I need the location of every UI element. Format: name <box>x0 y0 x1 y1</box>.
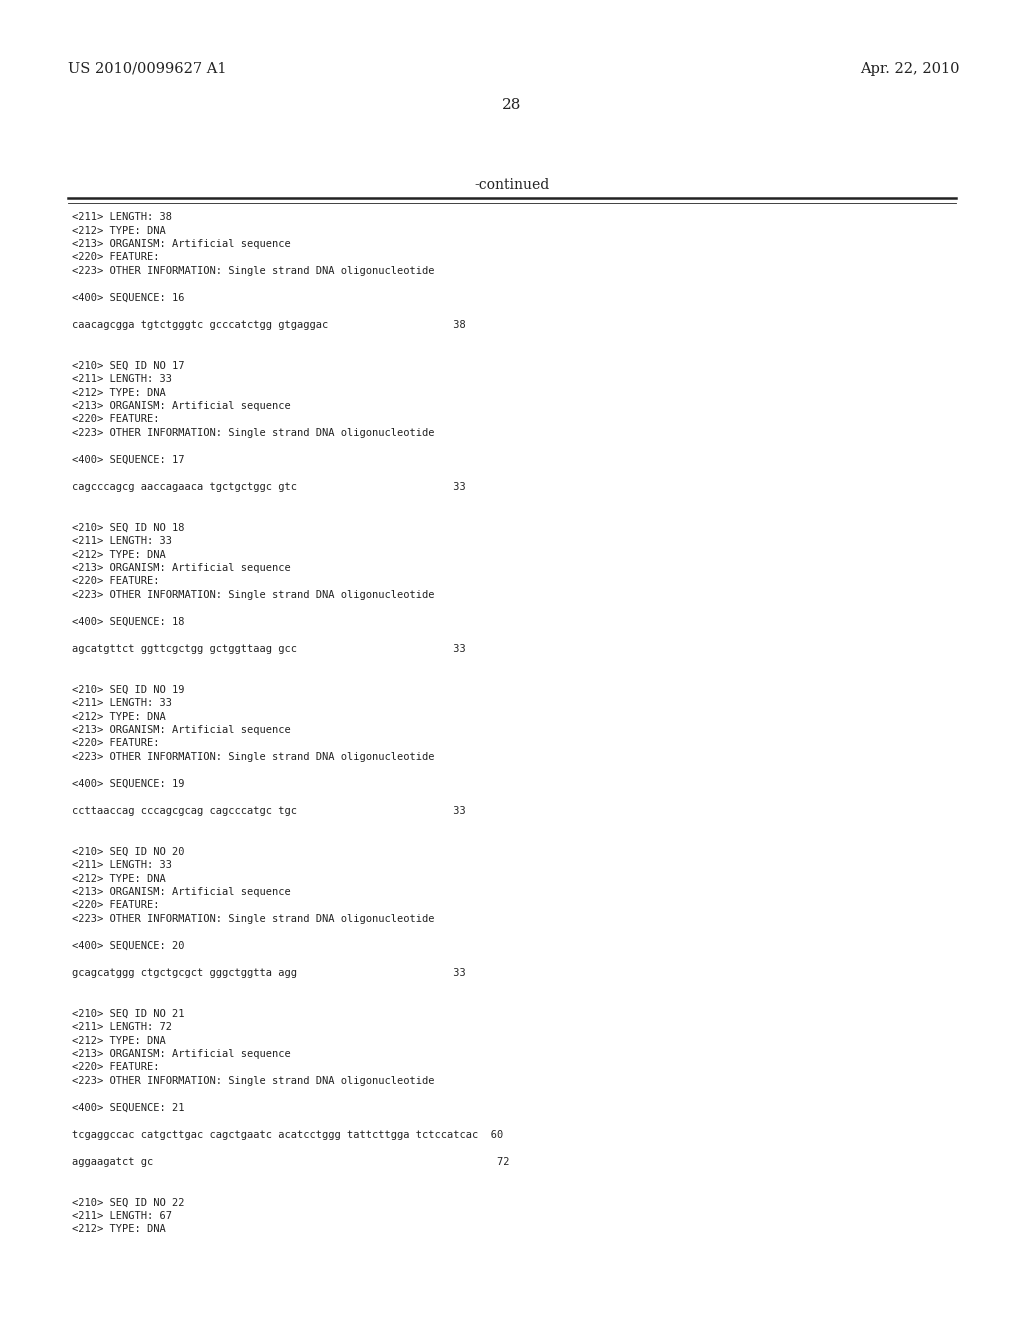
Text: <223> OTHER INFORMATION: Single strand DNA oligonucleotide: <223> OTHER INFORMATION: Single strand D… <box>72 913 434 924</box>
Text: <400> SEQUENCE: 16: <400> SEQUENCE: 16 <box>72 293 184 304</box>
Text: <212> TYPE: DNA: <212> TYPE: DNA <box>72 874 166 883</box>
Text: <211> LENGTH: 72: <211> LENGTH: 72 <box>72 1022 172 1032</box>
Text: ccttaaccag cccagcgcag cagcccatgc tgc                         33: ccttaaccag cccagcgcag cagcccatgc tgc 33 <box>72 807 466 816</box>
Text: <223> OTHER INFORMATION: Single strand DNA oligonucleotide: <223> OTHER INFORMATION: Single strand D… <box>72 428 434 438</box>
Text: <223> OTHER INFORMATION: Single strand DNA oligonucleotide: <223> OTHER INFORMATION: Single strand D… <box>72 267 434 276</box>
Text: <220> FEATURE:: <220> FEATURE: <box>72 252 160 263</box>
Text: <400> SEQUENCE: 20: <400> SEQUENCE: 20 <box>72 941 184 950</box>
Text: <220> FEATURE:: <220> FEATURE: <box>72 738 160 748</box>
Text: gcagcatggg ctgctgcgct gggctggtta agg                         33: gcagcatggg ctgctgcgct gggctggtta agg 33 <box>72 968 466 978</box>
Text: -continued: -continued <box>474 178 550 191</box>
Text: <400> SEQUENCE: 21: <400> SEQUENCE: 21 <box>72 1104 184 1113</box>
Text: US 2010/0099627 A1: US 2010/0099627 A1 <box>68 62 226 77</box>
Text: <211> LENGTH: 67: <211> LENGTH: 67 <box>72 1210 172 1221</box>
Text: <210> SEQ ID NO 17: <210> SEQ ID NO 17 <box>72 360 184 371</box>
Text: <212> TYPE: DNA: <212> TYPE: DNA <box>72 1035 166 1045</box>
Text: <400> SEQUENCE: 17: <400> SEQUENCE: 17 <box>72 455 184 465</box>
Text: 28: 28 <box>503 98 521 112</box>
Text: <220> FEATURE:: <220> FEATURE: <box>72 577 160 586</box>
Text: <210> SEQ ID NO 22: <210> SEQ ID NO 22 <box>72 1197 184 1208</box>
Text: <211> LENGTH: 33: <211> LENGTH: 33 <box>72 374 172 384</box>
Text: <212> TYPE: DNA: <212> TYPE: DNA <box>72 388 166 397</box>
Text: <210> SEQ ID NO 18: <210> SEQ ID NO 18 <box>72 523 184 532</box>
Text: <400> SEQUENCE: 19: <400> SEQUENCE: 19 <box>72 779 184 789</box>
Text: <223> OTHER INFORMATION: Single strand DNA oligonucleotide: <223> OTHER INFORMATION: Single strand D… <box>72 752 434 762</box>
Text: <213> ORGANISM: Artificial sequence: <213> ORGANISM: Artificial sequence <box>72 239 291 249</box>
Text: <212> TYPE: DNA: <212> TYPE: DNA <box>72 549 166 560</box>
Text: <213> ORGANISM: Artificial sequence: <213> ORGANISM: Artificial sequence <box>72 725 291 735</box>
Text: <220> FEATURE:: <220> FEATURE: <box>72 414 160 425</box>
Text: <213> ORGANISM: Artificial sequence: <213> ORGANISM: Artificial sequence <box>72 887 291 898</box>
Text: <213> ORGANISM: Artificial sequence: <213> ORGANISM: Artificial sequence <box>72 564 291 573</box>
Text: aggaagatct gc                                                       72: aggaagatct gc 72 <box>72 1158 510 1167</box>
Text: caacagcgga tgtctgggtc gcccatctgg gtgaggac                    38: caacagcgga tgtctgggtc gcccatctgg gtgagga… <box>72 319 466 330</box>
Text: <220> FEATURE:: <220> FEATURE: <box>72 900 160 911</box>
Text: <223> OTHER INFORMATION: Single strand DNA oligonucleotide: <223> OTHER INFORMATION: Single strand D… <box>72 590 434 601</box>
Text: <211> LENGTH: 33: <211> LENGTH: 33 <box>72 861 172 870</box>
Text: <210> SEQ ID NO 21: <210> SEQ ID NO 21 <box>72 1008 184 1019</box>
Text: <213> ORGANISM: Artificial sequence: <213> ORGANISM: Artificial sequence <box>72 401 291 411</box>
Text: <211> LENGTH: 33: <211> LENGTH: 33 <box>72 698 172 708</box>
Text: agcatgttct ggttcgctgg gctggttaag gcc                         33: agcatgttct ggttcgctgg gctggttaag gcc 33 <box>72 644 466 653</box>
Text: tcgaggccac catgcttgac cagctgaatc acatcctggg tattcttgga tctccatcac  60: tcgaggccac catgcttgac cagctgaatc acatcct… <box>72 1130 503 1140</box>
Text: <400> SEQUENCE: 18: <400> SEQUENCE: 18 <box>72 616 184 627</box>
Text: <210> SEQ ID NO 20: <210> SEQ ID NO 20 <box>72 846 184 857</box>
Text: <212> TYPE: DNA: <212> TYPE: DNA <box>72 711 166 722</box>
Text: <220> FEATURE:: <220> FEATURE: <box>72 1063 160 1072</box>
Text: <213> ORGANISM: Artificial sequence: <213> ORGANISM: Artificial sequence <box>72 1049 291 1059</box>
Text: <212> TYPE: DNA: <212> TYPE: DNA <box>72 226 166 235</box>
Text: cagcccagcg aaccagaaca tgctgctggc gtc                         33: cagcccagcg aaccagaaca tgctgctggc gtc 33 <box>72 482 466 492</box>
Text: <211> LENGTH: 33: <211> LENGTH: 33 <box>72 536 172 546</box>
Text: <211> LENGTH: 38: <211> LENGTH: 38 <box>72 213 172 222</box>
Text: <223> OTHER INFORMATION: Single strand DNA oligonucleotide: <223> OTHER INFORMATION: Single strand D… <box>72 1076 434 1086</box>
Text: <210> SEQ ID NO 19: <210> SEQ ID NO 19 <box>72 685 184 694</box>
Text: <212> TYPE: DNA: <212> TYPE: DNA <box>72 1225 166 1234</box>
Text: Apr. 22, 2010: Apr. 22, 2010 <box>860 62 961 77</box>
